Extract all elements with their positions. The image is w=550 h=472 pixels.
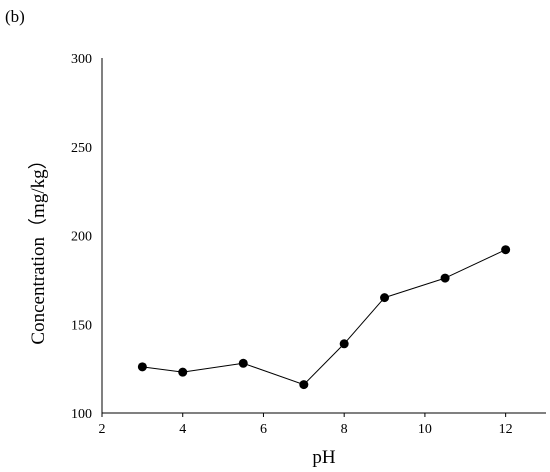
y-tick-label: 300 (71, 52, 92, 67)
x-tick-label: 8 (341, 422, 348, 437)
series-line-segment (243, 362, 304, 386)
axis-ticks: 2 4 6 8 10 12 100 150 200 250 300 (71, 52, 513, 437)
data-point (440, 273, 450, 283)
data-point (238, 358, 248, 368)
data-point (299, 380, 309, 390)
series-line-segment (142, 366, 183, 373)
data-point (501, 245, 511, 255)
x-tick-label: 6 (260, 422, 267, 437)
y-tick-label: 100 (71, 407, 92, 422)
y-tick-label: 150 (71, 318, 92, 333)
x-tick-label: 4 (179, 422, 186, 437)
y-axis-title: Concentration（mg/kg） (27, 150, 49, 344)
data-point (339, 339, 349, 349)
plot-area (137, 245, 511, 390)
y-tick-label: 250 (71, 141, 92, 156)
panel-label: (b) (5, 7, 25, 26)
x-tick-label: 12 (499, 422, 513, 437)
x-axis-title: pH (312, 447, 336, 468)
axes (101, 58, 546, 414)
series-line-segment (384, 277, 446, 299)
series-line-segment (182, 362, 244, 373)
x-tick-label: 2 (99, 422, 106, 437)
data-point (137, 362, 147, 372)
series-line-segment (343, 297, 385, 345)
data-point (178, 367, 188, 377)
data-point (380, 293, 390, 303)
series-line-segment (303, 343, 345, 385)
series-line-segment (444, 249, 506, 279)
x-tick-label: 10 (418, 422, 432, 437)
y-tick-label: 200 (71, 230, 92, 245)
